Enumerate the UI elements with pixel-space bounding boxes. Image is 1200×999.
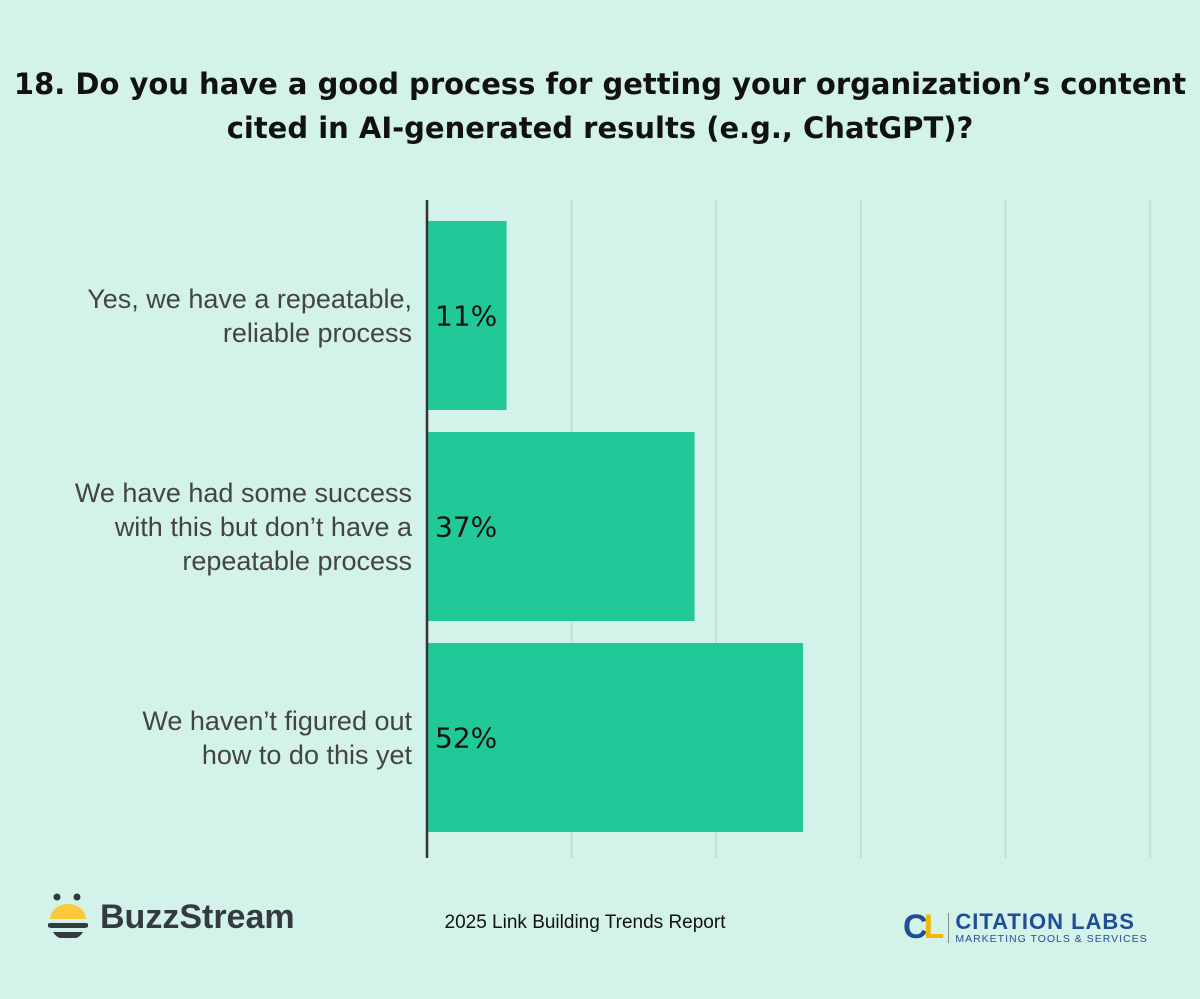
category-label: We have had some success with this but do… [12, 476, 412, 578]
bar [427, 432, 695, 621]
category-label-line: We have had some success [74, 477, 412, 508]
data-label: 11% [435, 300, 497, 333]
category-label-line: with this but don’t have a [114, 511, 412, 542]
category-label-line: Yes, we have a repeatable, [87, 283, 412, 314]
category-label: We haven’t figured out how to do this yet [12, 704, 412, 772]
chart-title: 18. Do you have a good process for getti… [13, 67, 1187, 145]
category-label-line: how to do this yet [201, 739, 412, 770]
citation-labs-name: CITATION LABS [955, 908, 1135, 934]
bar [427, 221, 507, 410]
citation-labs-tagline: MARKETING TOOLS & SERVICES [955, 932, 1148, 945]
report-name: 2025 Link Building Trends Report [444, 912, 726, 933]
bee-icon [48, 893, 88, 938]
cl-mark: CL [903, 908, 944, 946]
data-label: 37% [435, 511, 497, 544]
category-label-line: repeatable process [182, 545, 412, 576]
category-label-line: We haven’t figured out [142, 705, 412, 736]
buzzstream-logo: BuzzStream [48, 892, 295, 942]
category-label: Yes, we have a repeatable, reliable proce… [12, 282, 412, 350]
bar [427, 643, 803, 832]
category-label-line: reliable process [222, 317, 412, 348]
citation-labs-logo: CL CITATION LABS MARKETING TOOLS & SERVI… [903, 908, 1148, 947]
data-label: 52% [435, 722, 497, 755]
buzzstream-wordmark: BuzzStream [100, 897, 295, 936]
